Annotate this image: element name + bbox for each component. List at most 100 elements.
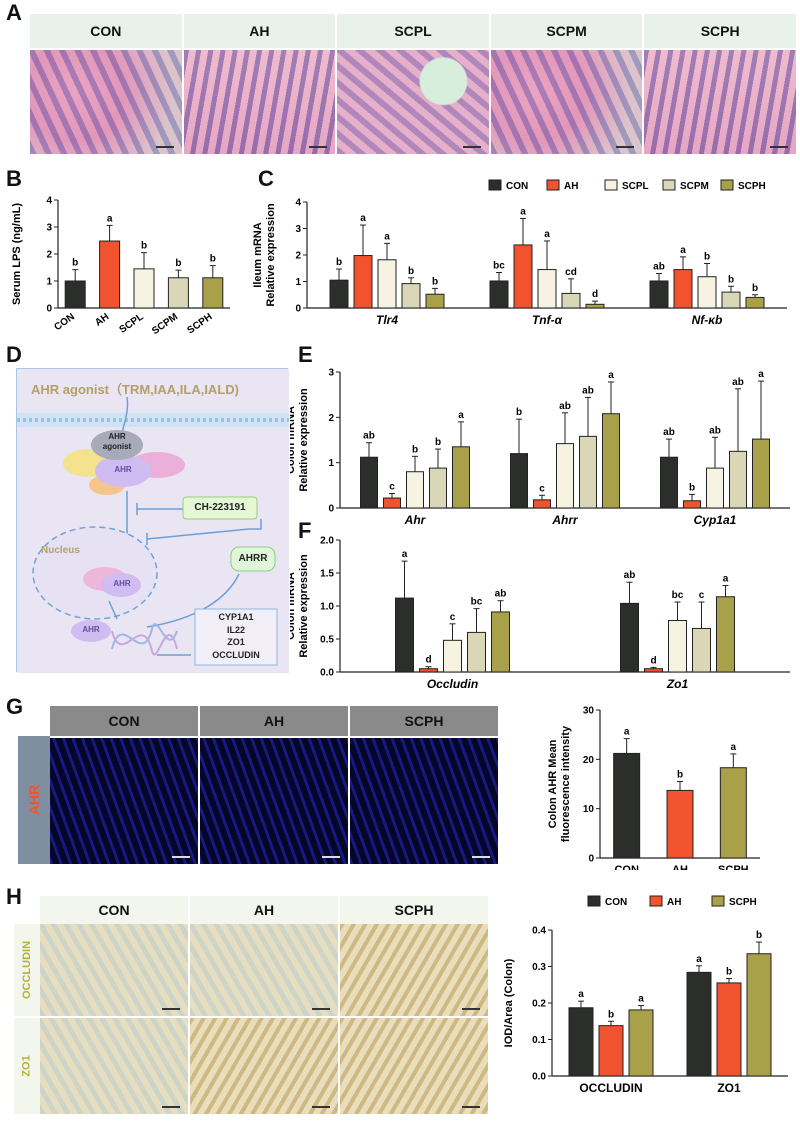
bar <box>729 450 747 509</box>
y-tick-label: 3 <box>295 224 301 235</box>
significance-letter: a <box>458 410 464 421</box>
bar <box>537 269 557 309</box>
ahr-dna-node <box>71 620 111 642</box>
significance-letter: c <box>450 612 456 623</box>
dna-strand-1 <box>111 623 178 650</box>
significance-letter: cd <box>565 267 577 278</box>
x-tick-label: CON <box>614 864 639 870</box>
significance-letter: ab <box>495 589 507 600</box>
target-gene: CYP1A1 <box>218 612 254 622</box>
y-tick-label: 2 <box>46 250 52 261</box>
panel-h-header-strip: CON AH SCPH <box>40 896 488 924</box>
panel-g-label: G <box>6 694 24 719</box>
x-group-label: Ahr <box>404 513 427 527</box>
y-tick-label: 10 <box>583 804 595 815</box>
bar <box>721 291 741 309</box>
bar <box>602 413 620 509</box>
significance-letter: b <box>412 444 418 455</box>
legend-label: SCPM <box>680 181 709 192</box>
significance-letter: ab <box>582 385 594 396</box>
ahr-pathway-schematic: AHR agonist（TRM,IAA,ILA,IALD) AHR agonis… <box>16 368 289 673</box>
bar <box>429 467 447 509</box>
legend-swatch <box>720 179 734 191</box>
y-tick-label: 1.5 <box>320 569 334 580</box>
scale-bar <box>462 1008 480 1010</box>
panel-h-header-scph: SCPH <box>340 896 488 924</box>
nucleus-label: Nucleus <box>41 545 80 556</box>
scale-bar <box>462 146 481 148</box>
inhibitor-box <box>182 496 258 520</box>
ahr-nucleus-node <box>101 573 141 597</box>
significance-letter: c <box>389 481 395 492</box>
y-tick-label: 2 <box>328 413 334 424</box>
he-image-ah <box>183 50 336 154</box>
bar <box>585 303 605 309</box>
y-axis-label: Serum LPS (ng/mL) <box>11 203 23 305</box>
legend-swatch <box>711 895 725 907</box>
panel-h-header-con: CON <box>40 896 188 924</box>
bar <box>329 279 349 309</box>
bar <box>568 1007 594 1077</box>
panel-e-label: E <box>298 342 313 367</box>
significance-letter: ab <box>559 401 571 412</box>
y-axis-label: Relative expression <box>298 388 310 492</box>
significance-letter: ab <box>653 262 665 273</box>
ihc-occludin-ah <box>190 924 338 1016</box>
bar <box>64 280 86 309</box>
y-axis-label: Relative expression <box>298 554 310 658</box>
bar <box>202 277 224 309</box>
panel-b-label: B <box>6 166 22 191</box>
y-tick-label: 0.5 <box>320 635 334 646</box>
y-tick-label: 1 <box>295 277 301 288</box>
panel-b-chart: 0 1 2 3 4 Serum LPS (ng/mL) b CON a AH b SCPL b SCPM b… <box>11 196 230 337</box>
bar <box>467 631 486 673</box>
y-axis-label: Colon mRNA <box>290 406 297 474</box>
bar <box>513 244 533 309</box>
bar <box>628 1009 654 1077</box>
legend-label: CON <box>605 897 627 908</box>
y-axis-label: Relative expression <box>265 203 277 307</box>
scale-bar <box>322 856 340 858</box>
y-tick-label: 20 <box>583 755 595 766</box>
x-group-label: ZO1 <box>717 1081 741 1095</box>
ahr-dna-label: AHR <box>82 625 100 634</box>
fluor-image-con <box>50 738 198 864</box>
significance-letter: a <box>544 229 550 240</box>
ihc-zo1-ah <box>190 1018 338 1114</box>
he-image-scpl <box>337 50 489 154</box>
bar <box>613 752 641 859</box>
bar <box>673 269 693 309</box>
panel-a-header-ah: AH <box>183 14 336 48</box>
scale-bar <box>769 146 788 148</box>
panel-h-chart: 0.0 0.1 0.2 0.3 0.4 IOD/Area (Colon) a b a OCCLUD… <box>503 895 788 1095</box>
ihc-occludin-con <box>40 924 188 1016</box>
legend-label: SCPL <box>622 181 649 192</box>
bar <box>716 596 735 673</box>
target-gene: OCCLUDIN <box>212 649 260 660</box>
y-tick-label: 0 <box>46 304 52 315</box>
y-tick-label: 0.4 <box>532 926 546 937</box>
panel-h-header-ah: AH <box>190 896 338 924</box>
legend-label: AH <box>564 181 578 192</box>
agonist-node-line2: agonist <box>102 442 132 451</box>
significance-letter: a <box>680 245 686 256</box>
x-tick-label: SCPM <box>150 311 180 337</box>
y-axis-label: Colon mRNA <box>290 572 297 640</box>
y-tick-label: 4 <box>46 196 52 207</box>
bar <box>401 283 421 309</box>
y-tick-label: 3 <box>328 368 334 379</box>
bar <box>716 982 742 1077</box>
panel-a-header-strip: CON AH SCPL SCPM SCPH <box>30 14 796 48</box>
bar <box>419 668 438 673</box>
agonist-node <box>91 430 143 460</box>
significance-letter: a <box>360 213 366 224</box>
significance-letter: a <box>608 370 614 381</box>
panel-g-row-label: AHR <box>26 784 42 816</box>
x-group-label: Occludin <box>427 677 478 691</box>
x-group-label: Tlr4 <box>376 313 398 327</box>
panel-d-label: D <box>6 342 22 367</box>
scale-bar <box>309 146 328 148</box>
bar <box>579 435 597 509</box>
ahrr-inhibit-line <box>146 528 250 540</box>
significance-letter: a <box>384 231 390 242</box>
